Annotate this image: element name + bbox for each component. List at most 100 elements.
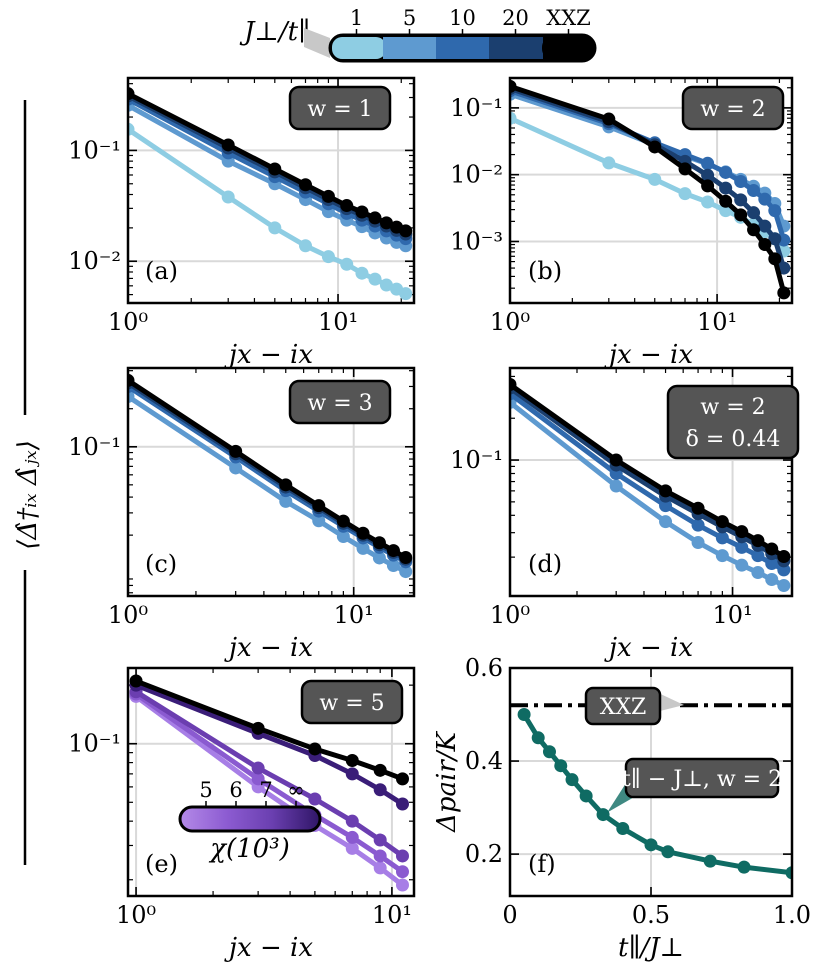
- data-point-pair: [554, 759, 568, 773]
- badge-text: δ = 0.44: [686, 427, 781, 452]
- data-point-XXZ: [395, 772, 409, 786]
- data-point-chi6: [345, 830, 359, 844]
- x-tick-label: 10⁰: [108, 601, 148, 629]
- data-point-pair: [661, 845, 675, 859]
- data-point-XXZ: [701, 179, 715, 193]
- top-colorbar-segment-J20: [489, 37, 543, 59]
- data-point-XXZ: [308, 742, 322, 756]
- data-point-XXZ: [758, 238, 772, 252]
- data-point-chi5: [373, 861, 387, 875]
- panel-label: (e): [145, 850, 178, 878]
- x-tick-label: 10¹: [372, 901, 412, 929]
- plot-area-d: [510, 377, 791, 592]
- data-point-chi7: [251, 761, 265, 775]
- top-colorbar-bar: [328, 33, 597, 63]
- data-point-J10: [715, 531, 729, 545]
- data-point-J5: [715, 549, 729, 563]
- data-point-J1: [340, 257, 354, 271]
- data-point-J1: [221, 190, 235, 204]
- data-point-J1: [268, 221, 282, 235]
- badge-box: [288, 379, 392, 425]
- data-point-chi6: [395, 865, 409, 879]
- badge-text: w = 1: [307, 97, 372, 122]
- top-colorbar-segment-J10: [436, 37, 490, 59]
- data-point-XXZ: [336, 514, 350, 528]
- data-point-pair: [596, 808, 610, 822]
- data-point-pair: [737, 860, 751, 874]
- badge-box: [300, 679, 404, 725]
- top-colorbar-segment-J1: [332, 37, 386, 59]
- data-point-J5: [279, 494, 293, 508]
- data-point-J20: [701, 168, 715, 182]
- data-point-pair: [579, 789, 593, 803]
- data-point-XXZ: [751, 534, 765, 548]
- data-point-XXZ: [399, 551, 413, 565]
- data-point-chi5: [345, 841, 359, 855]
- chi-colorbar-label: 5: [199, 778, 212, 802]
- x-axis-label: jx − ix: [604, 633, 693, 663]
- x-tick-label: 10⁰: [490, 308, 530, 336]
- panel-label: (d): [528, 550, 562, 578]
- y-tick-label: 0.6: [465, 654, 503, 682]
- badge-text: w = 3: [307, 391, 372, 416]
- data-point-J1: [368, 272, 382, 286]
- series-callout-text: t∥ − J⊥, w = 2: [622, 767, 782, 792]
- panels: 10⁰ 10¹ 10⁻¹ 10⁻² (a) jx − ix w = 1 10⁰ 10¹ 10⁻¹ 1…: [68, 76, 811, 963]
- data-point-XXZ: [659, 484, 673, 498]
- data-point-pair: [565, 773, 579, 787]
- y-tick-label: 0.4: [465, 747, 503, 775]
- panel-label: (a): [145, 257, 178, 285]
- x-axis-label: jx − ix: [224, 633, 313, 663]
- data-point-XXZ: [678, 162, 692, 176]
- badge-text: w = 5: [319, 691, 384, 716]
- top-colorbar-segment-J5: [383, 37, 437, 59]
- data-point-XXZ: [356, 526, 370, 540]
- axes-frame: [508, 366, 794, 598]
- top-colorbar-segment-XXZ: [542, 37, 593, 59]
- y-tick-label: 10⁻²: [450, 161, 503, 189]
- badge-box: [666, 384, 800, 460]
- chi-colorbar-bar: [178, 805, 322, 833]
- data-point-pair: [542, 745, 556, 759]
- data-point-XXZ: [128, 373, 135, 387]
- data-point-chiInf: [345, 767, 359, 781]
- top-colorbar-labels: 1 5 10 20 XXZ: [350, 6, 591, 35]
- data-point-J20: [747, 206, 761, 220]
- x-tick-label: 10¹: [318, 308, 358, 336]
- plot-area-e: [129, 674, 409, 892]
- data-point-J10: [701, 156, 715, 170]
- data-point-J10: [765, 556, 779, 570]
- data-point-J5: [336, 530, 350, 544]
- series-callout-box: [624, 757, 780, 799]
- x-tick-label: 0.5: [632, 901, 670, 929]
- data-point-J10: [768, 204, 782, 218]
- x-tick-label: 10⁰: [490, 601, 530, 629]
- top-colorbar-label: XXZ: [546, 6, 591, 30]
- panel-d: 10⁰ 10¹ 10⁻¹ (d) jx − ix w = 2 δ = 0.44: [450, 366, 800, 663]
- data-point-chi7: [345, 814, 359, 828]
- data-point-XXZ: [345, 753, 359, 767]
- x-axis-label: jx − ix: [604, 340, 693, 370]
- data-point-XXZ: [340, 199, 354, 213]
- data-point-J1: [298, 239, 312, 253]
- data-point-J5: [735, 558, 749, 572]
- data-point-J10: [751, 549, 765, 563]
- chi-colorbar-label: 6: [229, 778, 242, 802]
- xxz-callout-text: XXZ: [600, 695, 647, 720]
- data-point-J5: [312, 514, 326, 528]
- y-tick-label: 10⁻¹: [450, 446, 503, 474]
- data-point-XXZ: [268, 162, 282, 176]
- data-point-chi5: [395, 878, 409, 892]
- x-tick-label: 1.0: [773, 901, 811, 929]
- panel-f: 0 0.5 1.0 0.2 0.4 0.6 (f) t∥/J⊥ Δpair/K XXZ t∥ − J…: [432, 654, 811, 963]
- badge-text: w = 2: [700, 97, 765, 122]
- x-tick-label: 10¹: [712, 601, 752, 629]
- data-point-J1: [355, 266, 369, 280]
- data-point-J1: [602, 156, 616, 170]
- x-tick-label: 0: [502, 901, 517, 929]
- data-point-chi7: [395, 849, 409, 863]
- data-point-J10: [691, 518, 705, 532]
- y-tick-label: 10⁻¹: [68, 730, 121, 758]
- y-tick-label: 10⁻²: [68, 247, 121, 275]
